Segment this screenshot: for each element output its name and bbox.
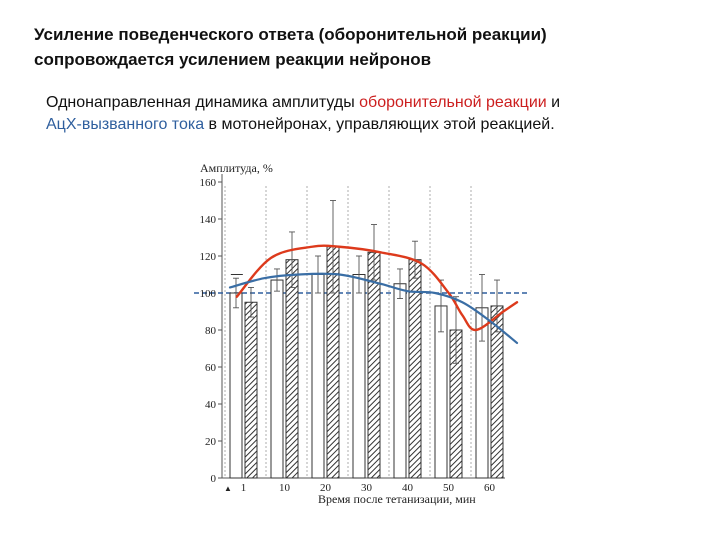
stimulus-marker: ▲ (224, 484, 232, 493)
bar (285, 259, 299, 479)
x-tick-label: 20 (320, 482, 332, 494)
bar (270, 279, 284, 479)
x-tick-label: 60 (484, 482, 496, 494)
bar (352, 274, 366, 479)
y-tick-label: 160 (200, 177, 217, 189)
description-part-2: и (546, 94, 561, 111)
x-tick-label: 40 (402, 482, 414, 494)
y-tick-label: 20 (205, 436, 217, 448)
x-tick-label: 10 (279, 482, 291, 494)
slide-description: Однонаправленная динамика амплитуды обор… (46, 92, 686, 136)
description-part-1: Однонаправленная динамика амплитуды (46, 94, 360, 111)
red-curve-defensive-reaction (235, 244, 519, 332)
bar (393, 283, 407, 479)
axis-labels: 0 20 40 60 80 100 120 140 160 1 10 20 30 40 50 60 ▲ Ампли… (200, 161, 496, 506)
description-part-3: в мотонейронах, управляющих этой реакцие… (204, 116, 555, 133)
y-tick-label: 100 (200, 288, 217, 300)
y-tick-label: 0 (211, 473, 217, 485)
y-tick-label: 40 (205, 399, 217, 411)
y-tick-label: 140 (200, 214, 217, 226)
x-tick-label: 30 (361, 482, 373, 494)
y-tick-label: 80 (205, 325, 217, 337)
x-tick-label: 50 (443, 482, 455, 494)
y-tick-label: 120 (200, 251, 217, 263)
bar (367, 251, 381, 479)
blue-curve-ach-current (228, 272, 519, 345)
bar (229, 292, 243, 479)
slide-title: Усиление поведенческого ответа (оборонит… (34, 22, 694, 72)
bars (229, 246, 504, 479)
y-tick-label: 60 (205, 362, 217, 374)
defensive-reaction-term: оборонительной реакции (359, 94, 547, 111)
ach-current-term: АцХ-вызванного тока (46, 116, 205, 133)
title-line-1: Усиление поведенческого ответа (оборонит… (34, 25, 547, 44)
x-axis-title: Время после тетанизации, мин (318, 492, 476, 506)
bar (244, 301, 258, 479)
y-axis-title: Амплитуда, % (200, 161, 273, 175)
bar (311, 274, 325, 479)
grid-and-axes (194, 174, 527, 479)
curves (228, 244, 519, 345)
title-line-2: сопровождается усилением реакции нейроно… (34, 50, 432, 69)
x-tick-label: 1 (241, 482, 247, 494)
